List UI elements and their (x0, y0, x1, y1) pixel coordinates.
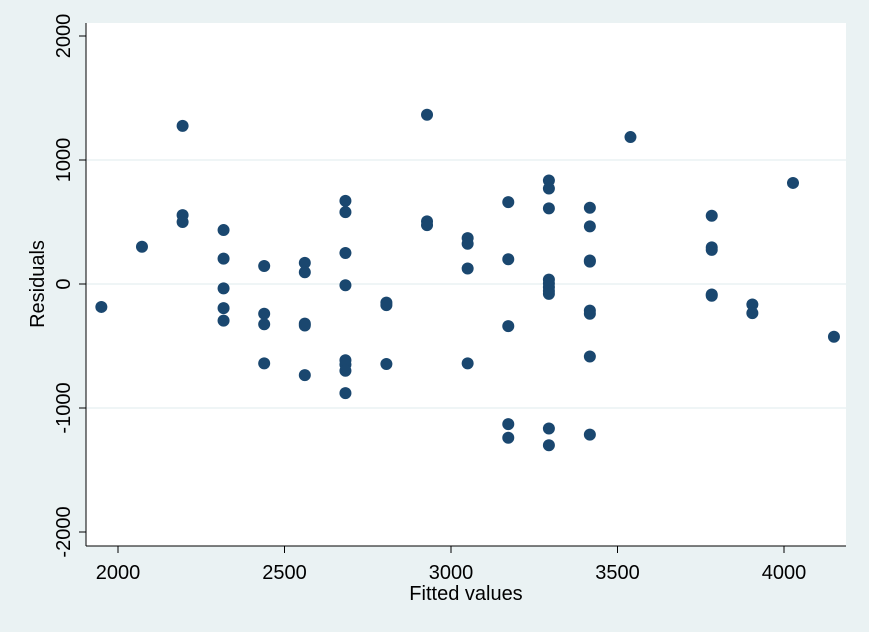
data-point (258, 318, 271, 331)
data-point (339, 206, 352, 219)
data-point (217, 282, 230, 295)
data-point (786, 176, 799, 189)
data-point (298, 266, 311, 279)
data-point (339, 279, 352, 292)
data-point (380, 357, 393, 370)
data-point (217, 302, 230, 315)
data-point (176, 119, 189, 132)
data-point (542, 439, 555, 452)
data-point (502, 431, 515, 444)
data-point (461, 237, 474, 250)
data-point (542, 422, 555, 435)
data-point (298, 369, 311, 382)
data-point (746, 307, 759, 320)
data-point (258, 357, 271, 370)
data-point (339, 247, 352, 259)
x-tick-label: 3000 (429, 562, 474, 584)
data-point (461, 262, 474, 275)
data-point (502, 253, 515, 266)
data-point (298, 256, 311, 269)
data-point (217, 224, 230, 237)
y-tick-label: -1000 (53, 382, 75, 433)
data-point (176, 216, 189, 228)
data-point (542, 287, 555, 300)
data-point (705, 209, 718, 222)
data-point (583, 220, 596, 233)
x-tick-label: 2000 (96, 562, 141, 584)
data-point (705, 289, 718, 302)
data-point (339, 194, 352, 207)
y-axis-title: Residuals (27, 240, 49, 328)
data-point (421, 108, 434, 121)
y-tick-label: 0 (53, 278, 75, 289)
data-point (583, 350, 596, 363)
data-point (339, 387, 352, 400)
data-point (95, 300, 108, 313)
axis-ticks: -2000 -1000 0 1000 2000 2000 2500 3000 3500 4000 (53, 14, 806, 584)
data-points (95, 108, 840, 452)
data-point (502, 196, 515, 209)
data-point (502, 320, 515, 333)
data-point (217, 314, 230, 327)
data-point (746, 298, 759, 311)
y-tick-label: 1000 (53, 138, 75, 183)
y-tick-label: -2000 (53, 506, 75, 557)
data-point (624, 131, 637, 144)
data-point (258, 307, 271, 320)
data-point (258, 260, 271, 273)
data-point (583, 307, 596, 320)
data-point (298, 319, 311, 332)
grid-lines (86, 159, 846, 409)
data-point (827, 330, 840, 343)
data-point (421, 219, 434, 232)
x-tick-label: 2500 (262, 562, 307, 584)
x-tick-label: 3500 (595, 562, 640, 584)
x-tick-label: 4000 (762, 562, 807, 584)
data-point (461, 357, 474, 370)
data-point (705, 243, 718, 256)
data-point (217, 252, 230, 265)
data-point (502, 418, 515, 431)
data-point (380, 299, 393, 312)
data-point (339, 364, 352, 377)
y-tick-label: 2000 (53, 14, 75, 59)
data-point (583, 255, 596, 268)
data-point (583, 428, 596, 441)
data-point (542, 182, 555, 195)
x-axis-title: Fitted values (409, 583, 522, 605)
data-point (542, 202, 555, 215)
data-point (135, 240, 148, 253)
data-point (583, 201, 596, 214)
